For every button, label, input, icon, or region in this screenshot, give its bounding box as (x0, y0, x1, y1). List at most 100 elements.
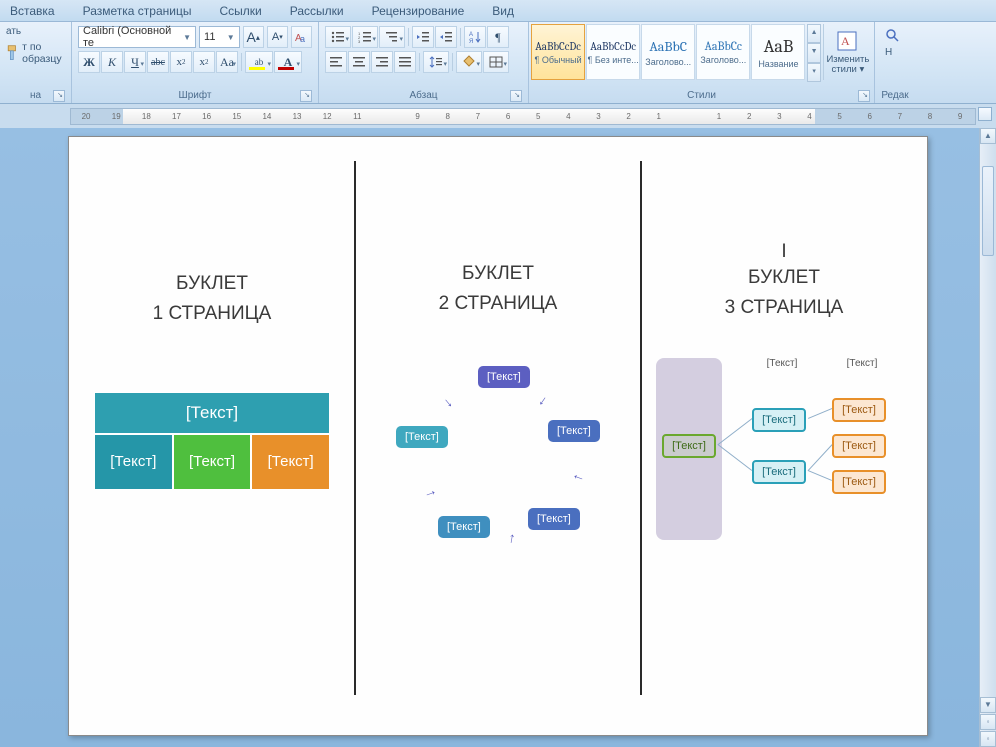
styles-up[interactable]: ▲ (807, 24, 820, 43)
hierarchy-node: [Текст] (752, 408, 806, 432)
group-paragraph: ▾ 123▾ ▾ AЯ ¶ ▾ ▾ ▾ Абза (319, 22, 529, 103)
font-group-label: Шрифт (179, 90, 212, 101)
styles-group-label: Стили (687, 90, 716, 101)
align-left-button[interactable] (325, 51, 347, 73)
align-right-button[interactable] (371, 51, 393, 73)
group-font: Calibri (Основной те▼ 11▼ A▴ A▾ Aa Ж К Ч… (72, 22, 319, 103)
style-¶ Обычный[interactable]: AaBbCcDc¶ Обычный (531, 24, 585, 80)
brochure-panel-3: I БУКЛЕТ 3 СТРАНИЦА [Текст] [Текст] [Тек… (641, 151, 927, 715)
styles-dialog-launcher[interactable]: ↘ (858, 90, 870, 102)
font-name-combo[interactable]: Calibri (Основной те▼ (78, 26, 196, 48)
style-Заголово...[interactable]: AaBbCЗаголово... (641, 24, 695, 80)
para-dialog-launcher[interactable]: ↘ (510, 90, 522, 102)
cycle-node: [Текст] (438, 516, 490, 538)
format-painter-button[interactable]: т по образцу (4, 37, 67, 65)
svg-text:a: a (300, 34, 305, 44)
tab-review[interactable]: Рецензирование (372, 4, 465, 18)
cycle-arrow-icon: ↓ (421, 488, 438, 500)
font-dialog-launcher[interactable]: ↘ (300, 90, 312, 102)
hierarchy-node: [Текст] (832, 434, 886, 458)
cycle-node: [Текст] (528, 508, 580, 530)
bullets-button[interactable]: ▾ (325, 26, 351, 48)
change-case-button[interactable]: Aa▾ (216, 51, 238, 73)
tab-insert[interactable]: Вставка (10, 4, 55, 18)
clear-format-button[interactable]: Aa (291, 26, 312, 48)
next-page-button[interactable]: ◦ (980, 731, 996, 747)
tab-pagelayout[interactable]: Разметка страницы (83, 4, 192, 18)
style-Название[interactable]: AaBНазвание (751, 24, 805, 80)
cycle-arrow-icon: ↓ (571, 472, 588, 484)
strike-button[interactable]: abc (147, 51, 169, 73)
smartart-table[interactable]: [Текст] [Текст] [Текст] [Текст] (94, 392, 330, 490)
hierarchy-node: [Текст] (832, 470, 886, 494)
cycle-arrow-icon: ↓ (440, 393, 456, 410)
style-¶ Без инте...[interactable]: AaBbCcDc¶ Без инте... (586, 24, 640, 80)
numbering-button[interactable]: 123▾ (352, 26, 378, 48)
group-edit: Н Редак (875, 22, 915, 103)
format-painter-label: т по образцу (22, 41, 67, 65)
bold-button[interactable]: Ж (78, 51, 100, 73)
sa3-hdr-2: [Текст] (748, 358, 816, 369)
sa1-cell-3: [Текст] (251, 434, 330, 490)
cycle-node: [Текст] (396, 426, 448, 448)
horizontal-ruler[interactable]: 20191817161514131211987654321123456789 (70, 108, 976, 125)
shrink-font-button[interactable]: A▾ (267, 26, 288, 48)
tab-mailings[interactable]: Рассылки (290, 4, 344, 18)
align-center-button[interactable] (348, 51, 370, 73)
document-area: БУКЛЕТ 1 СТРАНИЦА [Текст] [Текст] [Текст… (0, 128, 996, 747)
cycle-node: [Текст] (478, 366, 530, 388)
superscript-button[interactable]: x2 (193, 51, 215, 73)
clipboard-dialog-launcher[interactable]: ↘ (53, 90, 65, 102)
cycle-arrow-icon: ↓ (536, 391, 551, 408)
panel3-title: БУКЛЕТ 3 СТРАНИЦА (725, 263, 844, 324)
sa3-hdr-3: [Текст] (828, 358, 896, 369)
sa1-header: [Текст] (94, 392, 330, 434)
line-spacing-button[interactable]: ▾ (423, 51, 449, 73)
ribbon: ать т по образцу на↘ Calibri (Основной т… (0, 22, 996, 104)
styles-more[interactable]: ▾ (807, 63, 820, 82)
styles-down[interactable]: ▼ (807, 43, 820, 62)
page: БУКЛЕТ 1 СТРАНИЦА [Текст] [Текст] [Текст… (68, 136, 928, 736)
panel3-roman: I (781, 241, 786, 263)
panel2-title: БУКЛЕТ 2 СТРАНИЦА (439, 259, 558, 320)
shading-button[interactable]: ▾ (456, 51, 482, 73)
font-size-combo[interactable]: 11▼ (199, 26, 240, 48)
group-clipboard: ать т по образцу на↘ (0, 22, 72, 103)
scroll-down-button[interactable]: ▼ (980, 697, 996, 713)
multilevel-button[interactable]: ▾ (379, 26, 405, 48)
cycle-node: [Текст] (548, 420, 600, 442)
sort-button[interactable]: AЯ (464, 26, 486, 48)
underline-button[interactable]: Ч▾ (124, 51, 146, 73)
cut-button[interactable]: ать (4, 24, 67, 37)
cycle-arrow-icon: ↓ (507, 531, 517, 548)
prev-page-button[interactable]: ◦ (980, 714, 996, 730)
smartart-cycle[interactable]: [Текст] [Текст] [Текст] [Текст] [Текст] ↓ ↓ ↓ ↓ ↓ (380, 358, 616, 568)
vertical-scrollbar[interactable]: ▲ ▼ ◦ ◦ (979, 128, 996, 747)
para-group-label: Абзац (409, 90, 437, 101)
scroll-thumb[interactable] (982, 166, 994, 256)
style-Заголово...[interactable]: AaBbCcЗаголово... (696, 24, 750, 80)
indent-button[interactable] (435, 26, 457, 48)
find-button[interactable]: Н (879, 24, 911, 58)
ruler-toggle-button[interactable] (978, 107, 992, 121)
highlight-button[interactable]: ab▾ (245, 51, 273, 73)
show-marks-button[interactable]: ¶ (487, 26, 509, 48)
tab-view[interactable]: Вид (492, 4, 514, 18)
hierarchy-node: [Текст] (662, 434, 716, 458)
justify-button[interactable] (394, 51, 416, 73)
svg-text:A: A (841, 34, 850, 48)
brochure-panel-1: БУКЛЕТ 1 СТРАНИЦА [Текст] [Текст] [Текст… (69, 151, 355, 715)
edit-group-label: Редак (881, 90, 908, 101)
font-color-button[interactable]: A▾ (274, 51, 302, 73)
subscript-button[interactable]: x2 (170, 51, 192, 73)
change-styles-button[interactable]: AИзменитьстили ▾ (823, 24, 872, 80)
svg-text:Я: Я (469, 39, 473, 44)
svg-text:3: 3 (358, 39, 361, 43)
italic-button[interactable]: К (101, 51, 123, 73)
tab-references[interactable]: Ссылки (219, 4, 261, 18)
scroll-up-button[interactable]: ▲ (980, 128, 996, 144)
borders-button[interactable]: ▾ (483, 51, 509, 73)
outdent-button[interactable] (412, 26, 434, 48)
smartart-hierarchy[interactable]: [Текст] [Текст] [Текст] [Текст] [Текст] [Те… (656, 358, 912, 558)
grow-font-button[interactable]: A▴ (243, 26, 264, 48)
